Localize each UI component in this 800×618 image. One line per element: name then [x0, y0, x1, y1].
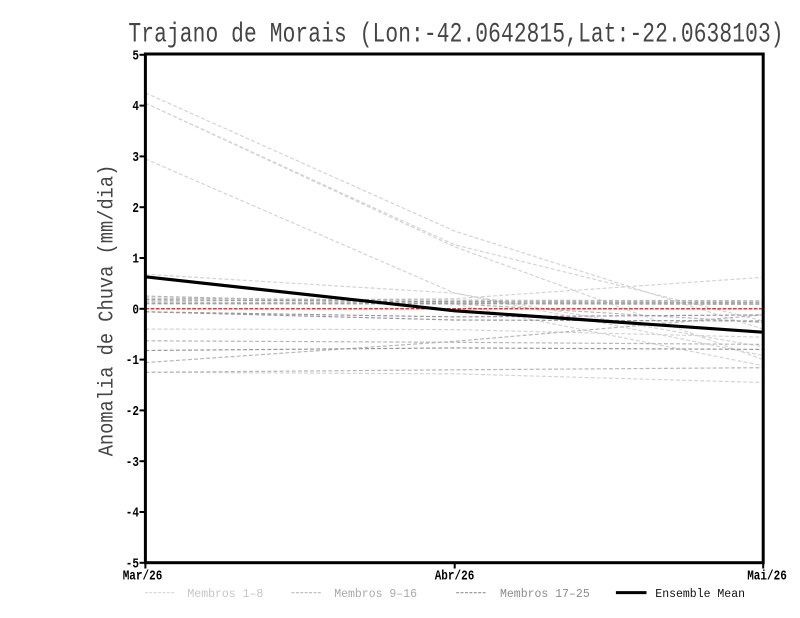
- svg-text:5: 5: [132, 47, 139, 64]
- svg-text:-5: -5: [126, 555, 139, 572]
- svg-text:-4: -4: [126, 504, 140, 521]
- svg-text:-3: -3: [126, 454, 139, 471]
- svg-text:-2: -2: [126, 403, 139, 420]
- svg-text:Membros 17–25: Membros 17–25: [500, 588, 590, 601]
- svg-text:3: 3: [132, 149, 139, 166]
- svg-text:2: 2: [132, 200, 139, 217]
- svg-text:Abr/26: Abr/26: [435, 567, 475, 584]
- svg-text:1: 1: [132, 250, 139, 267]
- svg-text:-1: -1: [126, 352, 140, 369]
- svg-text:0: 0: [132, 301, 139, 318]
- svg-text:Mai/26: Mai/26: [747, 567, 787, 584]
- svg-text:Anomalia de Chuva (mm/dia): Anomalia de Chuva (mm/dia): [96, 165, 121, 457]
- svg-text:Trajano de Morais (Lon:-42.064: Trajano de Morais (Lon:-42.0642815,Lat:-…: [128, 20, 783, 50]
- svg-text:Ensemble Mean: Ensemble Mean: [655, 588, 745, 601]
- svg-text:Mar/26: Mar/26: [123, 567, 163, 584]
- svg-text:Membros 9–16: Membros 9–16: [334, 588, 417, 601]
- svg-text:4: 4: [132, 98, 139, 115]
- svg-text:Membros 1–8: Membros 1–8: [187, 588, 263, 601]
